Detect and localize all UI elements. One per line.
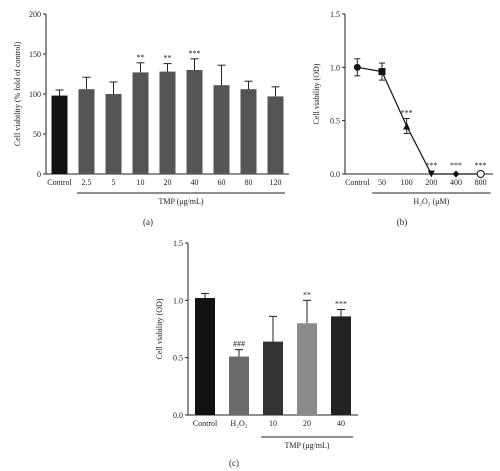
- panel-b-marker: [427, 170, 435, 178]
- panel-a-bar: [213, 85, 230, 174]
- panel-a-y-tick-label: 0: [37, 170, 41, 179]
- panel-a-bar: [132, 72, 149, 174]
- panel-b-caption: (b): [397, 217, 408, 227]
- panel-a-x-tick-label: 20: [164, 178, 172, 187]
- panel-c-significance-label: ***: [335, 300, 347, 309]
- panel-b-y-tick-label: 0.5: [330, 117, 340, 126]
- panel-a-x-tick-label: 120: [270, 178, 282, 187]
- panel-a-bar: [186, 70, 203, 174]
- panel-c-y-tick-label: 1.0: [173, 296, 183, 305]
- panel-c-x-tick-label: 10: [269, 419, 277, 428]
- panel-b-y-tick-label: 1.0: [330, 63, 340, 72]
- panel-b-x-tick-label: 100: [401, 178, 413, 187]
- panel-c-x-tick-label: 40: [337, 419, 345, 428]
- panel-a-y-tick-label: 200: [29, 10, 41, 19]
- panel-c-y-tick-label: 0.0: [173, 411, 183, 420]
- panel-c-bar: [229, 356, 249, 415]
- panel-b-significance-label: ***: [401, 109, 413, 118]
- panel-b-significance-label: ***: [450, 161, 462, 170]
- panel-a-bar: [159, 71, 176, 174]
- panel-a-x-tick-label: 40: [191, 178, 199, 187]
- panel-b-y-axis-label: Cell viability (OD): [312, 63, 321, 124]
- panel-a-x-tick-label: 5: [112, 178, 116, 187]
- panel-b-marker: [378, 68, 386, 76]
- panel-a-group-label: TMP (μg/mL): [158, 197, 203, 206]
- panel-c-x-tick-label: H₂O₂: [230, 419, 247, 428]
- panel-c-bar: [331, 316, 351, 415]
- panel-b-marker: [476, 170, 485, 178]
- panel-b-x-tick-label: Control: [345, 178, 370, 187]
- panel-b-y-tick-label: 0.0: [330, 170, 340, 179]
- panel-b-chart: 0.0 0.5 1.0 1.5 Cell viability (OD) Control 50…: [312, 10, 493, 206]
- panel-a-x-tick-label: Control: [47, 178, 72, 187]
- panel-b-marker: [452, 170, 460, 178]
- panel-a-y-tick-label: 100: [29, 90, 41, 99]
- panel-a-x-tick-label: 80: [245, 178, 253, 187]
- panel-c-chart: 0.0 0.5 1.0 1.5 Cell viability (OD) Control ##…: [155, 239, 358, 450]
- panel-a-y-tick-label: 150: [29, 50, 41, 59]
- panel-a-caption: (a): [143, 217, 153, 227]
- panel-b-marker: [403, 122, 411, 130]
- panel-b-x-tick-label: 800: [475, 178, 487, 187]
- panel-a-significance-label: **: [137, 53, 145, 62]
- panel-c-group-label: TMP (μg/mL): [284, 441, 329, 450]
- panel-a-y-tick-label: 50: [33, 130, 41, 139]
- panel-b-series-line: [357, 66, 481, 175]
- panel-c-y-tick-label: 0.5: [173, 354, 183, 363]
- panel-a-chart: 0 50 100 150 200 Cell viability (% fold of co…: [13, 10, 289, 206]
- panel-c-bar: [263, 341, 283, 415]
- panel-a-y-axis-label: Cell viability (% fold of control): [13, 42, 22, 147]
- panel-c-caption: (c): [229, 458, 239, 468]
- panel-b-significance-label: ***: [425, 161, 437, 170]
- panel-b-x-tick-label: 400: [450, 178, 462, 187]
- panel-a-bar: [105, 94, 122, 174]
- panel-c-x-tick-label: Control: [193, 419, 218, 428]
- panel-a-bar: [240, 89, 257, 174]
- panel-b-significance-label: ***: [475, 161, 487, 170]
- panel-b-marker: [353, 63, 361, 71]
- panel-a-significance-label: **: [164, 54, 172, 63]
- panel-b-x-tick-label: 200: [425, 178, 437, 187]
- panel-b-group-label: H₂O₂ (μM): [413, 197, 449, 206]
- panel-c-x-tick-label: 20: [303, 419, 311, 428]
- panel-c-significance-label: **: [303, 290, 311, 299]
- panel-b-y-tick-label: 1.5: [330, 10, 340, 19]
- panel-a-bar: [78, 89, 95, 174]
- panel-c-y-axis-label: Cell viability (OD): [155, 298, 164, 359]
- panel-a-significance-label: ***: [189, 49, 201, 58]
- panel-a-x-tick-label: 10: [137, 178, 145, 187]
- panel-a-x-tick-label: 2.5: [82, 178, 92, 187]
- panel-a-x-tick-label: 60: [218, 178, 226, 187]
- panel-b-x-tick-label: 50: [378, 178, 386, 187]
- panel-c-bar: [297, 323, 317, 415]
- panel-c-bar: [195, 298, 215, 415]
- panel-a-bar: [51, 95, 68, 174]
- panel-a-bar: [267, 96, 284, 174]
- panel-c-significance-label: ###: [233, 340, 245, 349]
- panel-c-y-tick-label: 1.5: [173, 239, 183, 248]
